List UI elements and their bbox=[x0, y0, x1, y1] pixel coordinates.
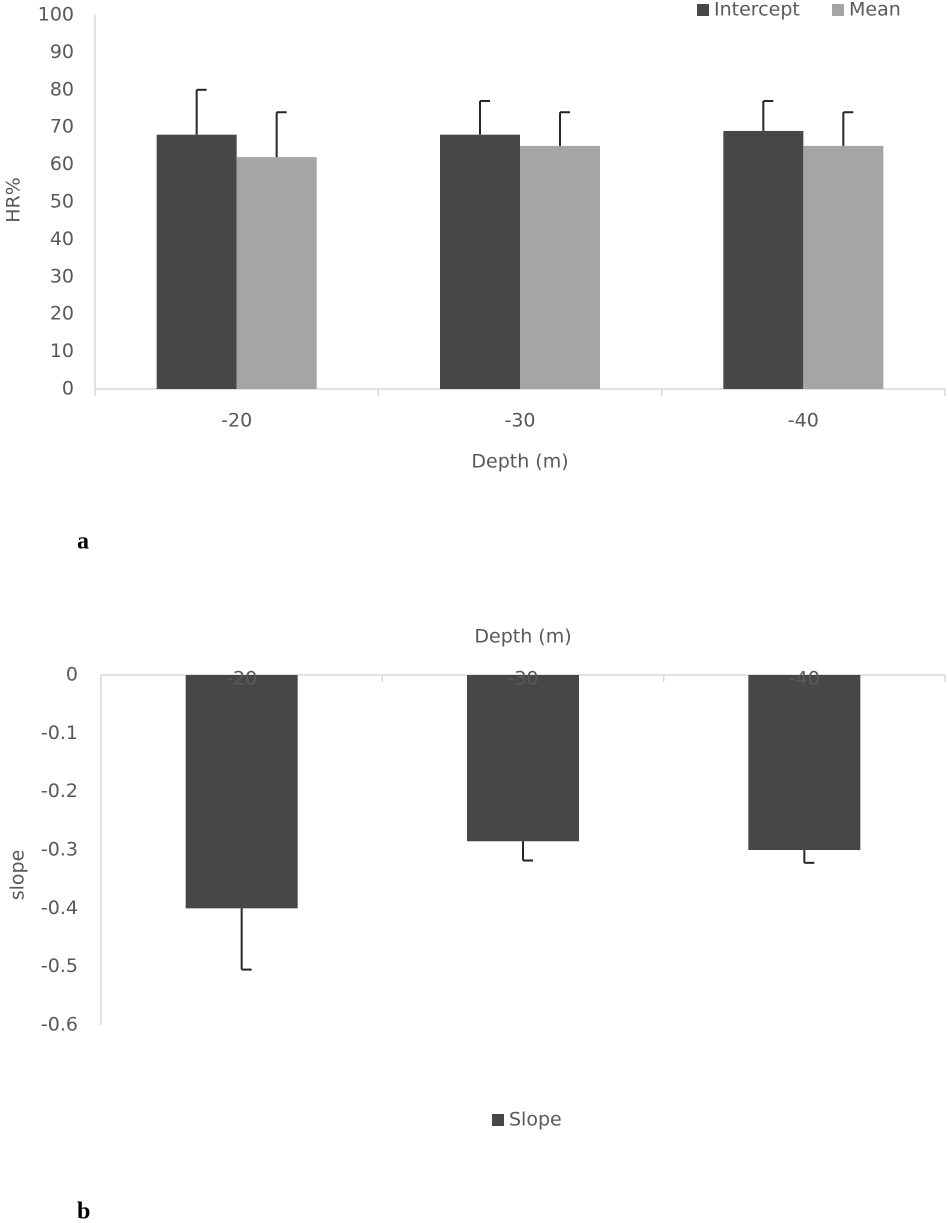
y-tick-label: 70 bbox=[50, 116, 74, 138]
bar bbox=[156, 134, 237, 389]
x-tick-label: -40 bbox=[789, 668, 820, 690]
panel-label: b bbox=[77, 1199, 90, 1223]
y-tick-label: 0 bbox=[66, 664, 78, 686]
bar bbox=[236, 157, 317, 389]
x-tick-label: -20 bbox=[226, 668, 257, 690]
bar bbox=[440, 134, 520, 389]
legend-swatch bbox=[492, 1114, 504, 1126]
x-tick-label: -30 bbox=[504, 410, 535, 432]
y-tick-label: -0.5 bbox=[41, 955, 78, 977]
legend-label: Mean bbox=[849, 0, 901, 21]
y-tick-label: 80 bbox=[50, 78, 74, 100]
y-axis-label: slope bbox=[7, 850, 29, 901]
y-tick-label: 0 bbox=[62, 378, 74, 400]
x-tick-label: -30 bbox=[507, 668, 538, 690]
y-tick-label: 90 bbox=[50, 41, 74, 63]
y-tick-label: -0.6 bbox=[41, 1014, 78, 1036]
y-tick-label: 30 bbox=[50, 265, 74, 287]
x-tick-label: -20 bbox=[221, 410, 252, 432]
y-tick-label: 10 bbox=[50, 340, 74, 362]
x-tick-label: -40 bbox=[788, 410, 819, 432]
legend-swatch bbox=[832, 4, 844, 16]
y-tick-label: -0.2 bbox=[41, 780, 78, 802]
y-tick-label: 20 bbox=[50, 303, 74, 325]
legend-swatch bbox=[697, 4, 709, 16]
y-tick-label: 40 bbox=[50, 228, 74, 250]
x-axis-label: Depth (m) bbox=[474, 626, 571, 648]
bar bbox=[723, 130, 804, 389]
panel-label: a bbox=[77, 529, 89, 555]
y-tick-label: -0.3 bbox=[41, 839, 78, 861]
bar bbox=[185, 675, 298, 909]
y-tick-label: 50 bbox=[50, 191, 74, 213]
y-tick-label: 100 bbox=[38, 4, 74, 26]
bar bbox=[803, 145, 884, 389]
y-tick-label: -0.1 bbox=[41, 722, 78, 744]
bar bbox=[520, 145, 600, 389]
y-axis-label: HR% bbox=[3, 177, 25, 223]
legend-label: Slope bbox=[509, 1109, 562, 1131]
y-tick-label: -0.4 bbox=[41, 897, 78, 919]
y-tick-label: 60 bbox=[50, 153, 74, 175]
bar bbox=[748, 675, 861, 850]
x-axis-label: Depth (m) bbox=[471, 451, 568, 473]
legend-label: Intercept bbox=[714, 0, 800, 21]
bar bbox=[467, 675, 579, 842]
